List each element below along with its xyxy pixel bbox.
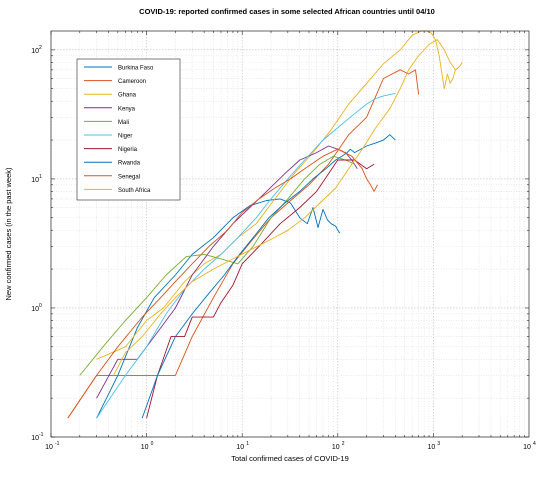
chart-title: COVID-19: reported confirmed cases in so…: [139, 7, 435, 16]
series-line-mali: [79, 155, 355, 376]
series-line-south-africa: [113, 39, 463, 376]
legend-items: Burkina Faso Cameroon Ghana Kenya Mali Niger N…: [84, 66, 154, 194]
y-tick-label: 10 -1: [31, 432, 43, 442]
x-tick-label-exponent: 0: [151, 441, 154, 447]
x-tick-label-exponent: 4: [533, 441, 536, 447]
x-tick-label-base: 10: [332, 444, 340, 451]
y-tick-label-base: 10: [31, 48, 39, 55]
legend-label-nigeria: Nigeria: [118, 147, 138, 153]
x-tick-label-exponent: 1: [246, 441, 249, 447]
x-tick-label-exponent: -1: [55, 441, 60, 447]
x-tick-label-exponent: 2: [342, 441, 345, 447]
y-tick-label-base: 10: [31, 177, 39, 184]
legend-label-kenya: Kenya: [118, 106, 136, 112]
x-tick-label: 10 3: [428, 441, 441, 451]
y-tick-label-exponent: 0: [39, 303, 42, 309]
y-tick-label-exponent: 1: [39, 174, 42, 180]
x-tick-label: 10 2: [332, 441, 345, 451]
y-tick-label: 10 2: [31, 45, 42, 55]
x-tick-label-base: 10: [45, 444, 53, 451]
legend: Burkina Faso Cameroon Ghana Kenya Mali Niger N…: [76, 58, 181, 201]
y-tick-label: 10 1: [31, 174, 42, 184]
y-tick-label-exponent: 2: [39, 45, 42, 51]
x-tick-label-exponent: 3: [437, 441, 440, 447]
series-line-ghana: [96, 30, 459, 360]
x-axis-label: Total confirmed cases of COVID-19: [231, 454, 349, 463]
legend-label-ghana: Ghana: [118, 93, 137, 99]
series-line-nigeria: [146, 159, 375, 419]
x-tick-label-base: 10: [236, 444, 244, 451]
x-tick-label-base: 10: [141, 444, 149, 451]
y-tick-label-base: 10: [31, 435, 39, 442]
legend-box: [76, 58, 181, 201]
x-tick-label: 10 0: [141, 441, 154, 451]
x-tick-label-base: 10: [523, 444, 531, 451]
legend-label-cameroon: Cameroon: [118, 79, 146, 85]
y-tick-label-exponent: -1: [39, 432, 44, 438]
legend-label-burkina-faso: Burkina Faso: [118, 66, 154, 72]
legend-label-niger: Niger: [118, 134, 132, 140]
x-tick-label: 10 -1: [45, 441, 60, 451]
x-tick-label-base: 10: [428, 444, 436, 451]
series-layer: [67, 30, 463, 419]
y-axis-label: New confirmed cases (in the past week): [4, 167, 13, 300]
x-tick-label: 10 4: [523, 441, 536, 451]
legend-label-rwanda: Rwanda: [118, 161, 141, 167]
legend-label-south-africa: South Africa: [118, 188, 151, 194]
y-tick-label-base: 10: [31, 306, 39, 313]
series-line-niger: [96, 92, 396, 419]
legend-label-mali: Mali: [118, 120, 129, 126]
legend-label-senegal: Senegal: [118, 174, 140, 180]
series-line-rwanda: [141, 134, 396, 419]
x-tick-label: 10 1: [236, 441, 249, 451]
y-tick-label: 10 0: [31, 303, 42, 313]
series-line-burkina-faso: [96, 198, 341, 419]
tick-layer: 10 -1 10 0 10 1 10 2 10 3 10 410 -110 010 110 2: [31, 31, 536, 451]
plot-frame: [50, 30, 530, 438]
series-line-senegal: [67, 148, 378, 419]
